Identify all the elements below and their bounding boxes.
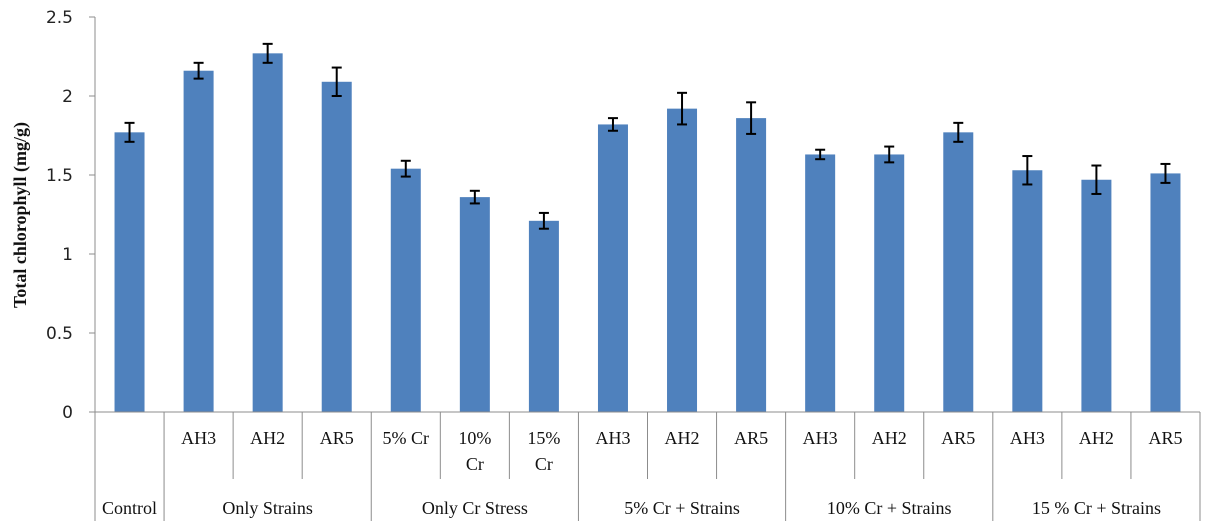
y-tick-label: 1 — [62, 245, 73, 265]
group-label: Only Cr Stress — [422, 498, 528, 518]
error-bars — [124, 42, 1171, 230]
category-label: AR5 — [320, 428, 354, 448]
bar — [390, 168, 421, 412]
bar — [528, 220, 559, 412]
category-label: 5% Cr — [383, 428, 430, 448]
y-axis-label: Total chlorophyll (mg/g) — [10, 122, 31, 308]
category-label: AH2 — [1079, 428, 1114, 448]
y-axis: 0 0.5 1 1.5 2 2.5 — [46, 8, 96, 423]
bar — [1150, 173, 1181, 412]
category-label: AH3 — [1010, 428, 1045, 448]
category-label: AR5 — [1148, 428, 1182, 448]
bar — [874, 154, 905, 412]
group-label: 5% Cr + Strains — [624, 498, 740, 518]
category-label: AR5 — [941, 428, 975, 448]
category-label: AH2 — [872, 428, 907, 448]
bar — [459, 197, 490, 412]
category-label: AH2 — [250, 428, 285, 448]
group-label: Control — [102, 498, 157, 518]
bar — [943, 132, 974, 412]
bars — [114, 53, 1181, 413]
category-label: Cr — [535, 454, 553, 474]
y-tick-label: 1.5 — [46, 166, 73, 186]
category-label: AH3 — [595, 428, 630, 448]
bar — [252, 53, 283, 413]
bar — [597, 124, 628, 412]
bar — [183, 70, 214, 412]
group-label: Only Strains — [222, 498, 313, 518]
group-label: 15 % Cr + Strains — [1032, 498, 1161, 518]
category-label: AR5 — [734, 428, 768, 448]
category-label: 15% — [527, 428, 560, 448]
category-label: AH3 — [181, 428, 216, 448]
category-label: 10% — [458, 428, 491, 448]
category-label: AH3 — [803, 428, 838, 448]
y-tick-label: 0 — [62, 403, 73, 423]
bar — [1081, 179, 1112, 412]
bar — [667, 108, 698, 412]
category-label: Cr — [466, 454, 484, 474]
y-tick-label: 0.5 — [46, 324, 73, 344]
bar — [736, 118, 767, 413]
y-tick-label: 2 — [62, 87, 73, 107]
group-label: 10% Cr + Strains — [827, 498, 952, 518]
bar — [321, 81, 352, 412]
bar — [114, 132, 145, 412]
bar — [805, 154, 836, 412]
y-tick-label: 2.5 — [46, 8, 73, 28]
category-label: AH2 — [665, 428, 700, 448]
bar — [1012, 170, 1043, 412]
x-axis: AH3 AH2 AR5 5% Cr 10% Cr 15% Cr AH3 AH2 AR5 AH3 AH2 A… — [94, 411, 1201, 521]
